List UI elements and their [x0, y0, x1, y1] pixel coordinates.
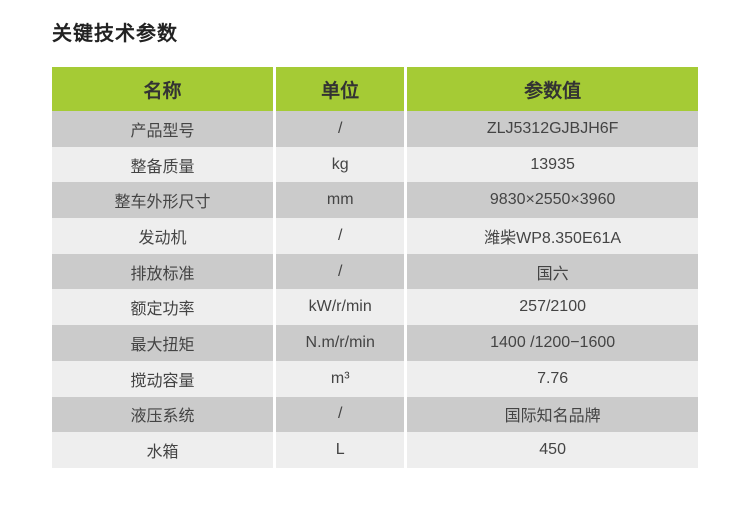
table-row: 最大扭矩 N.m/r/min 1400 /1200−1600	[52, 325, 698, 361]
param-value: 257/2100	[407, 289, 698, 326]
param-unit: /	[276, 111, 405, 147]
table-row: 产品型号 / ZLJ5312GJBJH6F	[52, 111, 698, 147]
header-name: 名称	[52, 67, 274, 111]
table-row: 排放标准 / 国六	[52, 253, 698, 290]
param-value: 国际知名品牌	[407, 396, 698, 433]
param-unit: kW/r/min	[276, 289, 405, 326]
table-header: 名称 单位 参数值	[52, 67, 698, 111]
table-row: 发动机 / 潍柴WP8.350E61A	[52, 218, 698, 254]
table-row: 水箱 L 450	[52, 432, 698, 468]
param-value: 450	[407, 432, 698, 468]
param-unit: kg	[276, 146, 405, 183]
param-name: 水箱	[52, 432, 274, 468]
param-value: 1400 /1200−1600	[407, 325, 698, 361]
param-value: 潍柴WP8.350E61A	[407, 218, 698, 254]
param-name: 额定功率	[52, 289, 274, 326]
param-unit: /	[276, 253, 405, 290]
param-name: 发动机	[52, 218, 274, 254]
section-title: 关键技术参数	[52, 23, 178, 45]
table-row: 整备质量 kg 13935	[52, 146, 698, 183]
param-unit: /	[276, 218, 405, 254]
table-row: 液压系统 / 国际知名品牌	[52, 396, 698, 433]
header-unit: 单位	[276, 67, 405, 111]
param-value: 7.76	[407, 360, 698, 397]
param-name: 产品型号	[52, 111, 274, 147]
param-unit: mm	[276, 182, 405, 219]
param-name: 排放标准	[52, 253, 274, 290]
param-unit: /	[276, 396, 405, 433]
param-name: 整车外形尺寸	[52, 182, 274, 219]
param-name: 搅动容量	[52, 360, 274, 397]
table-row: 整车外形尺寸 mm 9830×2550×3960	[52, 182, 698, 219]
table-row: 额定功率 kW/r/min 257/2100	[52, 289, 698, 326]
table-row: 搅动容量 m³ 7.76	[52, 360, 698, 397]
param-unit: L	[276, 432, 405, 468]
param-value: 9830×2550×3960	[407, 182, 698, 219]
param-value: 13935	[407, 146, 698, 183]
param-unit: N.m/r/min	[276, 325, 405, 361]
param-value: 国六	[407, 253, 698, 290]
param-value: ZLJ5312GJBJH6F	[407, 111, 698, 147]
param-name: 液压系统	[52, 396, 274, 433]
param-name: 整备质量	[52, 146, 274, 183]
spec-table: 名称 单位 参数值 产品型号 / ZLJ5312GJBJH6F 整备质量 kg 13935…	[49, 67, 701, 468]
param-name: 最大扭矩	[52, 325, 274, 361]
param-unit: m³	[276, 360, 405, 397]
header-value: 参数值	[407, 67, 698, 111]
